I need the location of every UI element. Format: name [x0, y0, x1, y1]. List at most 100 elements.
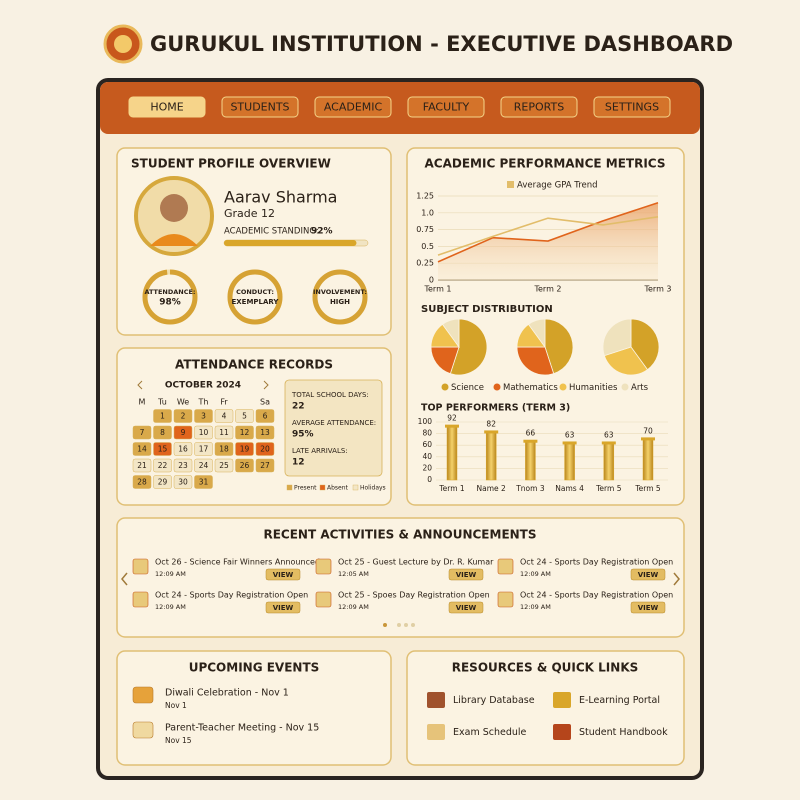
- day-cell: [214, 409, 234, 423]
- day-cell: [173, 409, 193, 423]
- day-number: 5: [242, 412, 247, 421]
- nav-button[interactable]: [593, 96, 671, 118]
- event-title: Diwali Celebration - Nov 1: [165, 688, 289, 699]
- legend-swatch: [493, 383, 501, 391]
- link-icon[interactable]: [427, 692, 445, 708]
- stat-value: 12: [292, 458, 305, 468]
- carousel-dot[interactable]: [383, 623, 387, 627]
- nav-label[interactable]: STUDENTS: [230, 101, 289, 114]
- day-number: 23: [178, 461, 188, 470]
- nav-button[interactable]: [221, 96, 299, 118]
- nav-label[interactable]: FACULTY: [423, 101, 470, 114]
- panel: [406, 650, 685, 766]
- y-tick-label: 0.25: [416, 259, 434, 268]
- link-icon[interactable]: [553, 692, 571, 708]
- view-button[interactable]: [448, 601, 484, 614]
- section-title: TOP PERFORMERS (TERM 3): [421, 403, 570, 414]
- legend-label: Holidays: [360, 485, 386, 492]
- day-number: 4: [222, 412, 227, 421]
- carousel-dot[interactable]: [397, 623, 401, 627]
- y-tick-label: 1.0: [421, 208, 434, 217]
- next-arrow[interactable]: [263, 380, 269, 390]
- day-number: 7: [140, 428, 145, 437]
- y-tick-label: 60: [422, 440, 432, 449]
- day-cell: [255, 458, 275, 473]
- view-button[interactable]: [630, 601, 666, 614]
- ring-value: EXEMPLARY: [231, 298, 279, 306]
- ring: [227, 269, 283, 325]
- ring-value: HIGH: [330, 298, 350, 306]
- legend-label: Absent: [327, 485, 349, 492]
- activity-icon: [315, 558, 332, 575]
- progress-fill: [224, 240, 357, 246]
- carousel-next[interactable]: [673, 572, 680, 586]
- nav-label[interactable]: ACADEMIC: [324, 101, 383, 114]
- nav-label[interactable]: REPORTS: [514, 101, 564, 114]
- legend-swatch: [352, 484, 359, 491]
- activity-title: Oct 25 - Spoes Day Registration Open: [338, 591, 490, 600]
- day-cell: [153, 425, 172, 440]
- carousel-dot[interactable]: [411, 623, 415, 627]
- link-label[interactable]: E-Learning Portal: [579, 695, 660, 706]
- day-number: 21: [137, 461, 147, 470]
- value-label: 70: [643, 426, 653, 435]
- day-number: 28: [137, 478, 147, 487]
- month: OCTOBER 2024: [165, 381, 241, 391]
- day-cell: [235, 425, 254, 440]
- bar-cap: [523, 439, 538, 443]
- panel-title: STUDENT PROFILE OVERVIEW: [131, 157, 331, 171]
- event-icon: [132, 721, 154, 739]
- day-cell: [194, 425, 213, 440]
- link-label[interactable]: Student Handbook: [579, 727, 668, 738]
- carousel-dot[interactable]: [404, 623, 408, 627]
- activity-icon: [132, 591, 149, 608]
- day-cell: [235, 409, 254, 423]
- bar: [642, 439, 654, 481]
- carousel-prev[interactable]: [121, 572, 128, 586]
- pie-slice: [630, 318, 660, 371]
- legend-label: Humanities: [569, 383, 618, 393]
- activity-icon: [132, 558, 149, 575]
- day-number: 14: [137, 445, 147, 454]
- link-icon[interactable]: [553, 724, 571, 740]
- ring-label: INVOLVEMENT:: [313, 288, 367, 296]
- link-label[interactable]: Library Database: [453, 695, 535, 706]
- nav-button[interactable]: [128, 96, 206, 118]
- view-button[interactable]: [630, 568, 666, 581]
- day-cell: [153, 409, 172, 423]
- student-name: Aarav Sharma: [224, 188, 337, 207]
- view-button[interactable]: [265, 568, 301, 581]
- nav-button[interactable]: [314, 96, 392, 118]
- view-label[interactable]: VIEW: [638, 571, 659, 579]
- pie-slice: [516, 346, 555, 376]
- view-label[interactable]: VIEW: [273, 571, 294, 579]
- day-cell: [173, 425, 193, 440]
- day-number: 18: [219, 445, 229, 454]
- section-title: SUBJECT DISTRIBUTION: [421, 304, 553, 315]
- weekday: Sa: [260, 398, 270, 407]
- view-label[interactable]: VIEW: [456, 604, 477, 612]
- view-button[interactable]: [448, 568, 484, 581]
- nav-button[interactable]: [407, 96, 485, 118]
- day-cell: [173, 458, 193, 473]
- view-button[interactable]: [265, 601, 301, 614]
- activity-icon: [497, 591, 514, 608]
- stats-box: [284, 379, 383, 477]
- view-label[interactable]: VIEW: [273, 604, 294, 612]
- nav-label[interactable]: SETTINGS: [605, 101, 659, 114]
- day-cell: [255, 425, 275, 440]
- view-label[interactable]: VIEW: [638, 604, 659, 612]
- link-icon[interactable]: [427, 724, 445, 740]
- view-label[interactable]: VIEW: [456, 571, 477, 579]
- bar: [603, 443, 615, 481]
- day-number: 17: [199, 445, 209, 454]
- link-label[interactable]: Exam Schedule: [453, 727, 527, 738]
- nav-button[interactable]: [500, 96, 578, 118]
- y-tick-label: 80: [422, 429, 432, 438]
- panel-title: ATTENDANCE RECORDS: [175, 358, 333, 372]
- pie-slice: [544, 318, 574, 375]
- prev-arrow[interactable]: [137, 380, 143, 390]
- nav-label[interactable]: HOME: [150, 101, 183, 114]
- pie-slice: [603, 346, 649, 376]
- day-cell: [194, 409, 213, 423]
